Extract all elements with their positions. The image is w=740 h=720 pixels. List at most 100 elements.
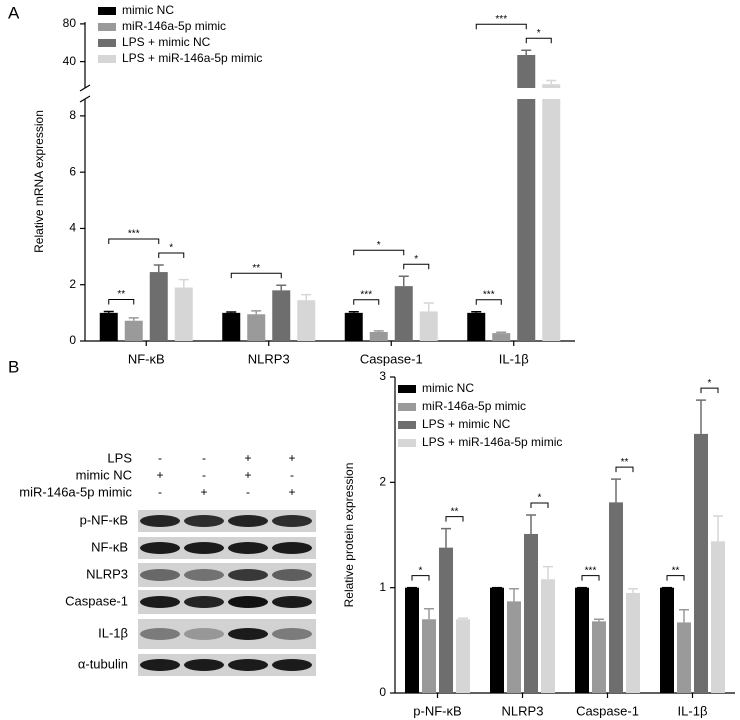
x-tick-label: NF-κB — [128, 351, 165, 366]
protein-label: Caspase-1 — [65, 593, 128, 608]
legend-label: mimic NC — [422, 381, 474, 395]
condition-sign: - — [246, 485, 250, 499]
bar — [419, 311, 438, 341]
error-bar — [679, 609, 689, 623]
significance-label: ** — [252, 263, 260, 274]
blot-band — [184, 542, 224, 554]
condition-sign: + — [244, 468, 251, 482]
bar — [711, 541, 725, 693]
bar — [524, 533, 538, 693]
bar — [272, 290, 291, 341]
significance-bracket — [353, 299, 380, 305]
legend-swatch — [398, 403, 416, 411]
blot-band — [140, 515, 180, 527]
significance-label: *** — [128, 229, 140, 240]
significance-bracket — [108, 238, 160, 245]
blot-band — [184, 596, 224, 608]
significance-label: * — [169, 243, 173, 254]
error-bar — [441, 527, 451, 548]
significance-label: * — [377, 240, 381, 251]
significance-label: * — [538, 493, 542, 504]
error-bar — [496, 331, 507, 334]
error-bar — [594, 618, 604, 622]
blot-band — [140, 569, 180, 581]
legend-swatch — [398, 439, 416, 447]
bar — [369, 331, 388, 341]
significance-bracket — [403, 263, 430, 270]
significance-label: * — [537, 28, 541, 39]
bar — [660, 587, 674, 693]
bar — [575, 587, 589, 693]
significance-label: * — [414, 254, 418, 265]
y-tick-label: 1 — [379, 580, 386, 594]
blot-band — [140, 542, 180, 554]
y-tick-label: 6 — [69, 164, 76, 178]
bar — [149, 272, 168, 341]
bar — [492, 333, 511, 341]
significance-label: * — [419, 565, 423, 576]
x-tick-label: p-NF-κB — [413, 703, 461, 718]
significance-label: ** — [672, 565, 680, 576]
legend-label: LPS + mimic NC — [422, 417, 511, 431]
bar — [467, 312, 486, 341]
condition-sign: + — [244, 451, 251, 465]
protein-label: α-tubulin — [78, 656, 128, 671]
error-bar — [251, 310, 262, 315]
significance-bracket — [530, 502, 549, 508]
significance-label: *** — [360, 289, 372, 300]
y-tick-label: 0 — [379, 685, 386, 699]
blot-band — [228, 515, 268, 527]
bar — [677, 622, 691, 693]
bar — [394, 286, 413, 341]
significance-bracket — [700, 387, 719, 394]
significance-bracket — [445, 516, 464, 522]
bar — [222, 312, 241, 341]
x-tick-label: IL-1β — [499, 351, 529, 366]
significance-bracket — [615, 466, 634, 473]
significance-label: ** — [621, 457, 629, 468]
significance-label: *** — [585, 565, 597, 576]
bar — [517, 99, 536, 341]
condition-sign: - — [202, 451, 206, 465]
legend-swatch — [98, 23, 116, 31]
error-bar — [226, 311, 237, 313]
condition-label: miR-146a-5p mimic — [19, 484, 132, 499]
significance-bracket — [581, 575, 600, 581]
bar — [507, 601, 521, 693]
error-bar — [153, 264, 164, 273]
blot-band — [272, 628, 312, 640]
condition-sign: - — [290, 468, 294, 482]
bar — [174, 287, 193, 341]
bar — [405, 587, 419, 693]
protein-label: NLRP3 — [86, 566, 128, 581]
blot-band — [140, 628, 180, 640]
blot-band — [272, 596, 312, 608]
y-tick-label: 4 — [69, 221, 76, 235]
error-bar — [628, 587, 638, 593]
error-bar — [423, 302, 434, 312]
legend-swatch — [98, 39, 116, 47]
significance-bracket — [411, 575, 430, 581]
blot-strip — [138, 654, 316, 676]
y-axis-label: Relative protein expression — [342, 463, 356, 608]
legend-swatch — [398, 385, 416, 393]
error-bar — [301, 293, 312, 301]
blot-band — [140, 659, 180, 671]
error-bar — [546, 79, 557, 85]
blot-strip — [138, 537, 316, 559]
bar — [592, 621, 606, 693]
legend-label: mimic NC — [122, 3, 174, 17]
bar — [439, 547, 453, 693]
blot-strip — [138, 619, 316, 649]
y-axis-label: Relative mRNA expression — [32, 110, 46, 253]
significance-bracket — [475, 23, 527, 30]
x-tick-label: NLRP3 — [248, 351, 290, 366]
condition-sign: + — [156, 468, 163, 482]
error-bar — [713, 515, 723, 542]
blot-band — [184, 515, 224, 527]
condition-sign: + — [200, 485, 207, 499]
bar — [124, 320, 143, 341]
condition-label: LPS — [107, 450, 132, 465]
blot-band — [228, 542, 268, 554]
significance-label: ** — [117, 289, 125, 300]
